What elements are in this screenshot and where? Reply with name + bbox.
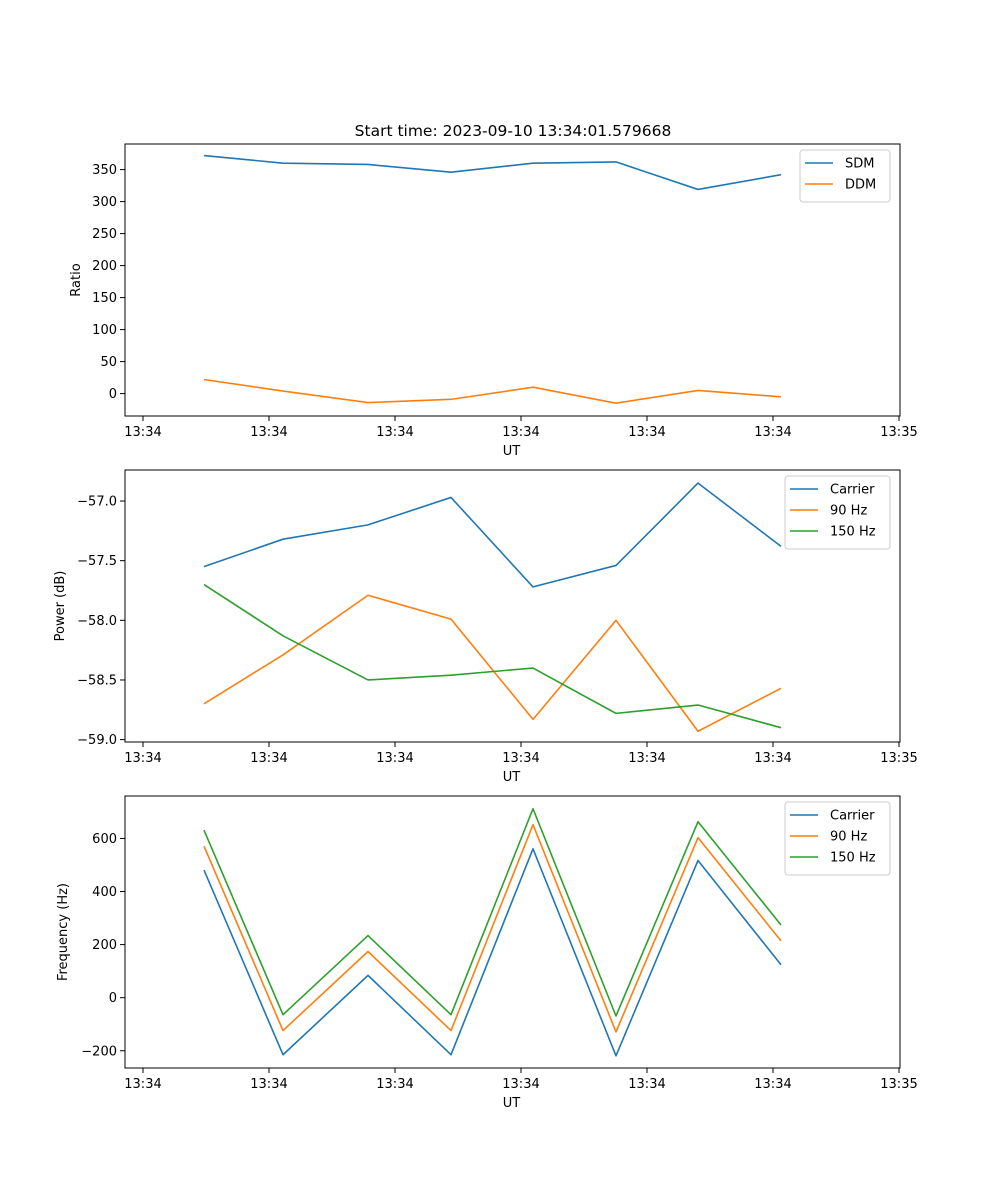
y-tick-label: 0: [109, 387, 117, 402]
x-axis-label: UT: [503, 1096, 521, 1111]
y-tick-label: 300: [92, 195, 117, 210]
y-tick-label: −59.0: [77, 733, 117, 748]
x-tick-label: 13:35: [880, 425, 917, 440]
x-tick-label: 13:34: [628, 1077, 665, 1092]
series-line-90-hz: [203, 594, 782, 733]
y-axis-label: Power (dB): [53, 571, 68, 642]
x-tick-label: 13:35: [880, 751, 917, 766]
x-tick-label: 13:34: [628, 425, 665, 440]
y-tick-label: −58.0: [77, 614, 117, 629]
y-tick-label: 200: [92, 938, 117, 953]
x-tick-label: 13:34: [124, 425, 161, 440]
x-tick-label: 13:34: [754, 751, 791, 766]
plot-frame: [124, 469, 901, 743]
y-tick-label: 150: [92, 291, 117, 306]
series-line-150-hz: [203, 583, 782, 729]
y-tick-label: 350: [92, 163, 117, 178]
x-tick-label: 13:34: [376, 751, 413, 766]
x-tick-label: 13:34: [754, 425, 791, 440]
y-axis-label: Frequency (Hz): [56, 883, 71, 981]
x-tick-label: 13:34: [628, 751, 665, 766]
chart-panel-2: 13:34 13:34 13:34 13:34 13:34 13:34 13:35 −59.0…: [53, 469, 918, 785]
series-line-carrier: [203, 482, 782, 588]
y-tick-label: 600: [92, 832, 117, 847]
x-tick-label: 13:34: [376, 425, 413, 440]
y-tick-label: 100: [92, 323, 117, 338]
chart-panel-3: 13:34 13:34 13:34 13:34 13:34 13:34 13:35 −200 0…: [56, 795, 918, 1111]
x-tick-label: 13:34: [250, 751, 287, 766]
legend-label: 90 Hz: [830, 504, 867, 519]
y-tick-label: 0: [109, 991, 117, 1006]
x-tick-label: 13:34: [502, 425, 539, 440]
series-line-90-hz: [203, 823, 782, 1033]
y-tick-label: 250: [92, 227, 117, 242]
y-tick-label: 200: [92, 259, 117, 274]
chart-panel-1: 13:34 13:34 13:34 13:34 13:34 13:34 13:35 0 50 10…: [69, 143, 918, 459]
y-tick-label: −57.0: [77, 495, 117, 510]
x-axis-label: UT: [503, 444, 521, 459]
legend-label: DDM: [845, 178, 876, 193]
plot-frame: [124, 143, 901, 417]
legend-label: 150 Hz: [830, 525, 876, 540]
x-tick-label: 13:34: [124, 751, 161, 766]
legend-label: Carrier: [830, 809, 875, 824]
legend-label: 90 Hz: [830, 830, 867, 845]
y-tick-label: −57.5: [77, 554, 117, 569]
legend-label: Carrier: [830, 483, 875, 498]
chart-panels: 13:34 13:34 13:34 13:34 13:34 13:34 13:35 0 50 10…: [53, 143, 918, 1111]
x-tick-label: 13:34: [502, 751, 539, 766]
y-axis-label: Ratio: [69, 263, 84, 296]
legend-label: SDM: [845, 157, 874, 172]
x-tick-label: 13:34: [502, 1077, 539, 1092]
x-tick-label: 13:34: [124, 1077, 161, 1092]
y-tick-label: −58.5: [77, 673, 117, 688]
y-tick-label: 50: [100, 355, 117, 370]
x-tick-label: 13:34: [250, 425, 287, 440]
x-tick-label: 13:35: [880, 1077, 917, 1092]
series-line-carrier: [203, 848, 782, 1057]
series-line-150-hz: [203, 807, 782, 1017]
series-line-ddm: [203, 378, 782, 405]
plot-frame: [124, 795, 901, 1069]
x-tick-label: 13:34: [754, 1077, 791, 1092]
y-tick-label: 400: [92, 885, 117, 900]
y-tick-label: −200: [81, 1044, 117, 1059]
series-line-sdm: [203, 154, 782, 191]
x-tick-label: 13:34: [250, 1077, 287, 1092]
figure-title: Start time: 2023-09-10 13:34:01.579668: [355, 122, 672, 140]
legend-label: 150 Hz: [830, 851, 876, 866]
x-tick-label: 13:34: [376, 1077, 413, 1092]
x-axis-label: UT: [503, 770, 521, 785]
